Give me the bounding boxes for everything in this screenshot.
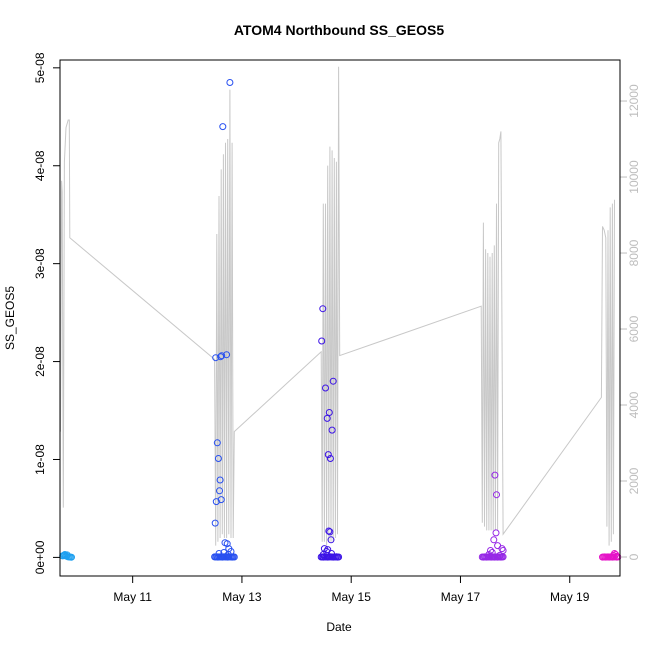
data-point-flight-2 — [217, 353, 225, 361]
y-right-tick-label: 8000 — [627, 239, 641, 266]
y-left-tick-label: 1e-08 — [33, 444, 47, 475]
data-point-flight-4 — [496, 551, 504, 559]
y-right-tick-label: 6000 — [627, 315, 641, 342]
data-point-flight-4 — [492, 529, 500, 537]
y-right-tick-label: 12000 — [627, 84, 641, 118]
data-point-flight-4 — [490, 536, 498, 544]
data-point-flight-2 — [218, 352, 226, 360]
data-point-flight-2 — [211, 519, 219, 527]
data-point-flight-1 — [63, 551, 71, 559]
plot-frame — [59, 59, 621, 577]
x-tick-label: May 13 — [222, 590, 262, 604]
y-left-tick-label: 2e-08 — [33, 346, 47, 377]
data-point-flight-3 — [325, 527, 333, 535]
y-left-tick-label: 4e-08 — [33, 150, 47, 181]
data-point-flight-3 — [318, 337, 326, 345]
x-axis-label: Date — [326, 620, 352, 634]
data-point-flight-5 — [609, 551, 617, 559]
y-right-tick-label: 2000 — [627, 467, 641, 494]
data-point-flight-3 — [324, 451, 332, 459]
data-point-flight-3 — [328, 550, 335, 557]
data-point-flight-2 — [223, 351, 231, 359]
data-point-flight-2 — [212, 498, 220, 506]
y-left-tick-label: 5e-08 — [33, 52, 47, 83]
x-tick-label: May 11 — [113, 590, 152, 604]
data-point-flight-2 — [216, 487, 223, 495]
altitude-layer — [60, 66, 615, 546]
y-right-tick-label: 10000 — [627, 160, 641, 194]
chart-title: ATOM4 Northbound SS_GEOS5 — [234, 22, 444, 38]
data-point-flight-2 — [219, 123, 227, 131]
data-point-flight-2 — [213, 439, 221, 447]
points-layer — [59, 79, 622, 561]
data-point-flight-2 — [212, 354, 220, 362]
x-tick-label: May 19 — [550, 590, 590, 604]
data-point-flight-3 — [323, 414, 331, 422]
y-axis-label: SS_GEOS5 — [3, 286, 17, 350]
data-point-flight-4 — [499, 547, 507, 554]
altitude-trace-line — [60, 66, 615, 546]
data-point-flight-2 — [230, 553, 238, 561]
data-point-flight-3 — [326, 528, 334, 536]
data-point-flight-3 — [319, 305, 327, 313]
data-point-flight-3 — [328, 426, 336, 434]
data-point-flight-3 — [319, 551, 327, 558]
data-point-flight-4 — [487, 547, 494, 554]
data-point-flight-3 — [327, 536, 335, 544]
data-point-flight-2 — [226, 79, 234, 86]
data-point-flight-3 — [335, 553, 343, 561]
data-point-flight-4 — [491, 471, 499, 479]
data-point-flight-2 — [223, 540, 231, 548]
data-point-flight-2 — [216, 476, 224, 484]
data-point-flight-2 — [215, 550, 223, 557]
data-point-flight-2 — [224, 551, 232, 558]
data-point-flight-2 — [214, 455, 222, 462]
x-tick-label: May 15 — [332, 590, 372, 604]
data-point-flight-3 — [325, 409, 333, 416]
y-left-tick-label: 3e-08 — [33, 248, 47, 279]
data-point-flight-3 — [326, 455, 334, 462]
data-point-flight-4 — [494, 542, 502, 550]
x-tick-label: May 17 — [441, 590, 481, 604]
y-right-tick-label: 4000 — [627, 391, 641, 418]
data-point-flight-4 — [485, 551, 493, 558]
data-point-flight-2 — [220, 549, 228, 556]
y-right-tick-label: 0 — [627, 553, 641, 560]
y-left-tick-label: 0e+00 — [33, 540, 47, 574]
data-point-flight-4 — [493, 491, 500, 499]
data-point-flight-3 — [329, 377, 337, 385]
data-point-flight-3 — [322, 384, 329, 392]
